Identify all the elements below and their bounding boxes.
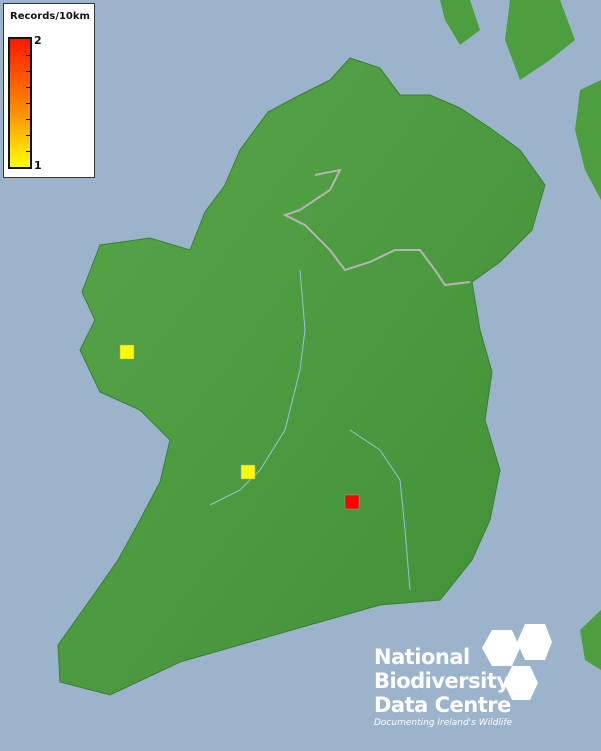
logo-hexagon-icons (482, 624, 552, 700)
legend-title: Records/10km (10, 11, 90, 22)
ireland-landmass (57, 57, 546, 696)
record-square[interactable] (240, 464, 256, 480)
logo-line: National (374, 645, 470, 669)
legend-min-label: 1 (34, 159, 42, 172)
logo-line: Data Centre (374, 693, 511, 717)
scotland-landmass (505, 0, 575, 80)
britain-landmass (575, 80, 601, 200)
logo-tagline: Documenting Ireland's Wildlife (374, 718, 513, 728)
color-ramp (8, 37, 32, 169)
record-square[interactable] (344, 494, 360, 510)
river (349, 429, 411, 591)
legend-max-label: 2 (34, 34, 42, 47)
logo-line: Biodiversity (374, 669, 510, 693)
legend: Records/10km 2 1 (3, 3, 95, 178)
border-line (282, 168, 471, 287)
record-square[interactable] (119, 344, 135, 360)
river (209, 269, 306, 506)
scotland-landmass (440, 0, 480, 45)
wales-landmass (580, 610, 601, 670)
nbdc-logo: National Biodiversity Data Centre Docume… (374, 645, 512, 728)
